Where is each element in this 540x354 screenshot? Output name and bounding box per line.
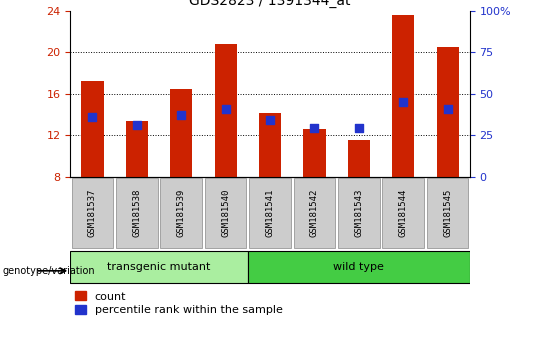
Text: GSM181538: GSM181538: [132, 189, 141, 238]
Bar: [248, 251, 470, 283]
Bar: [427, 178, 469, 248]
Point: [266, 117, 274, 122]
Bar: [70, 251, 248, 283]
Point: [443, 107, 452, 112]
Title: GDS2823 / 1391344_at: GDS2823 / 1391344_at: [189, 0, 351, 8]
Bar: [126, 121, 148, 177]
Bar: [338, 178, 380, 248]
Bar: [160, 178, 202, 248]
Text: GSM181537: GSM181537: [88, 189, 97, 238]
Bar: [303, 129, 326, 177]
Bar: [170, 88, 192, 177]
Bar: [382, 178, 424, 248]
Point: [88, 114, 97, 120]
Point: [354, 125, 363, 131]
Point: [177, 112, 186, 118]
Text: GSM181544: GSM181544: [399, 189, 408, 238]
Bar: [348, 139, 370, 177]
Bar: [214, 44, 237, 177]
Text: wild type: wild type: [333, 262, 384, 272]
Bar: [116, 178, 158, 248]
Point: [221, 107, 230, 112]
Bar: [259, 113, 281, 177]
Text: GSM181542: GSM181542: [310, 189, 319, 238]
Bar: [294, 178, 335, 248]
Text: GSM181545: GSM181545: [443, 189, 452, 238]
Bar: [249, 178, 291, 248]
Bar: [392, 15, 414, 177]
Bar: [82, 81, 104, 177]
Text: GSM181539: GSM181539: [177, 189, 186, 238]
Text: genotype/variation: genotype/variation: [3, 266, 96, 276]
Bar: [436, 47, 458, 177]
Point: [132, 122, 141, 128]
Point: [310, 125, 319, 131]
Bar: [71, 178, 113, 248]
Bar: [205, 178, 246, 248]
Text: transgenic mutant: transgenic mutant: [107, 262, 211, 272]
Text: GSM181541: GSM181541: [266, 189, 274, 238]
Point: [399, 99, 408, 105]
Text: GSM181543: GSM181543: [354, 189, 363, 238]
Legend: count, percentile rank within the sample: count, percentile rank within the sample: [70, 287, 287, 320]
Text: GSM181540: GSM181540: [221, 189, 230, 238]
